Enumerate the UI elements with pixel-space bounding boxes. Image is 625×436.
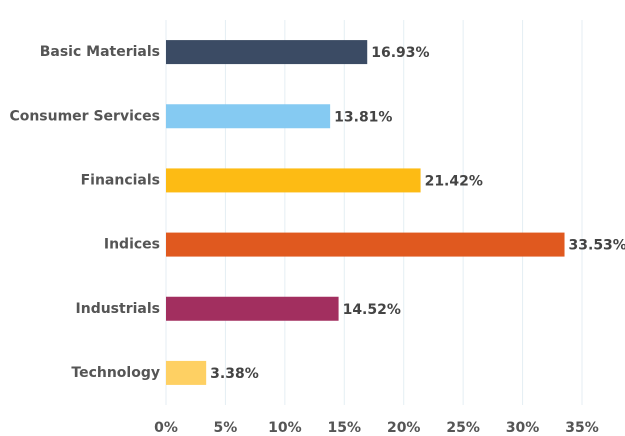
x-tick-label: 30%: [506, 420, 540, 436]
data-label: 3.38%: [210, 366, 259, 382]
data-label: 14.52%: [343, 302, 401, 318]
bar: [166, 232, 565, 257]
bar: [166, 360, 207, 385]
y-tick-label: Industrials: [76, 301, 160, 317]
data-label: 33.53%: [569, 238, 625, 254]
y-tick-label: Financials: [81, 172, 160, 188]
x-tick-label: 15%: [328, 420, 362, 436]
bar: [166, 104, 331, 129]
data-label: 21.42%: [425, 173, 483, 189]
y-tick-label: Indices: [104, 237, 160, 253]
bar: [166, 168, 421, 193]
y-tick-label: Consumer Services: [9, 108, 160, 124]
x-tick-label: 0%: [154, 420, 178, 436]
x-tick-label: 20%: [387, 420, 421, 436]
x-tick-label: 10%: [268, 420, 302, 436]
y-tick-label: Basic Materials: [40, 44, 160, 60]
bar: [166, 40, 368, 65]
bar: [166, 296, 339, 321]
x-tick-label: 25%: [446, 420, 480, 436]
data-label: 16.93%: [371, 45, 429, 61]
data-label: 13.81%: [334, 109, 392, 125]
x-tick-label: 35%: [565, 420, 599, 436]
y-tick-label: Technology: [71, 365, 160, 381]
x-tick-label: 5%: [214, 420, 238, 436]
